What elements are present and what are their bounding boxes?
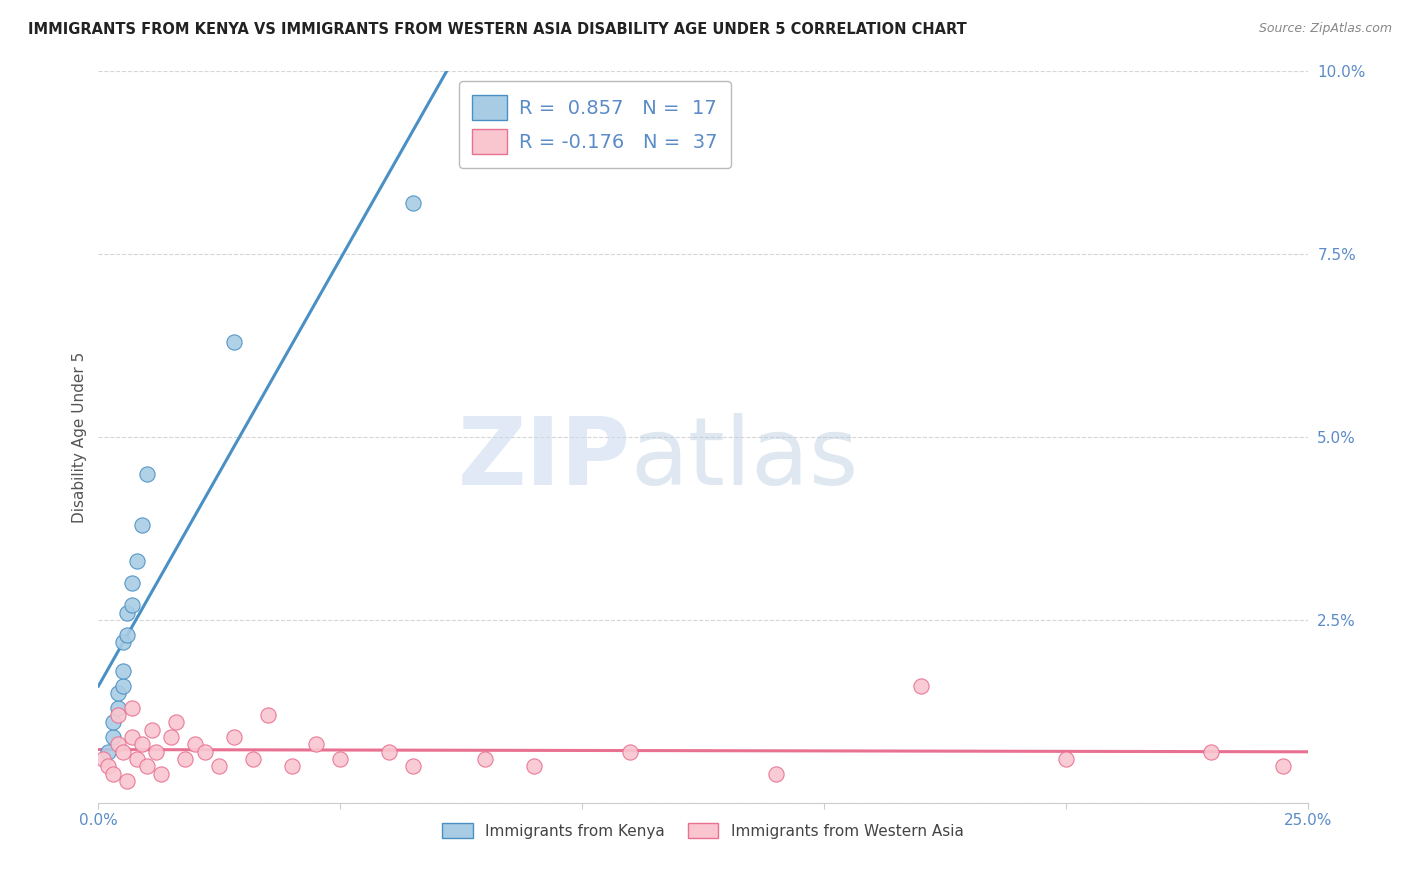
Point — [1054, 752, 1077, 766]
Point — [1199, 745, 1222, 759]
Text: IMMIGRANTS FROM KENYA VS IMMIGRANTS FROM WESTERN ASIA DISABILITY AGE UNDER 5 COR: IMMIGRANTS FROM KENYA VS IMMIGRANTS FROM… — [28, 22, 967, 37]
Point — [107, 686, 129, 700]
Point — [242, 752, 264, 766]
Point — [117, 606, 139, 620]
Point — [377, 745, 399, 759]
Point — [402, 196, 425, 211]
Y-axis label: Disability Age Under 5: Disability Age Under 5 — [72, 351, 87, 523]
Point — [619, 745, 641, 759]
Point — [281, 759, 304, 773]
Point — [127, 752, 149, 766]
Point — [765, 766, 787, 780]
Point — [523, 759, 546, 773]
Point — [97, 759, 120, 773]
Point — [150, 766, 173, 780]
Point — [101, 730, 124, 744]
Point — [165, 715, 187, 730]
Point — [121, 730, 143, 744]
Text: Source: ZipAtlas.com: Source: ZipAtlas.com — [1258, 22, 1392, 36]
Point — [174, 752, 197, 766]
Point — [474, 752, 496, 766]
Point — [97, 745, 120, 759]
Point — [160, 730, 183, 744]
Point — [121, 700, 143, 714]
Legend: Immigrants from Kenya, Immigrants from Western Asia: Immigrants from Kenya, Immigrants from W… — [434, 815, 972, 847]
Point — [121, 576, 143, 591]
Point — [111, 664, 134, 678]
Point — [1272, 759, 1295, 773]
Point — [117, 627, 139, 641]
Point — [131, 737, 153, 751]
Point — [107, 708, 129, 723]
Point — [117, 773, 139, 788]
Point — [111, 635, 134, 649]
Point — [121, 599, 143, 613]
Point — [402, 759, 425, 773]
Point — [107, 737, 129, 751]
Point — [329, 752, 352, 766]
Point — [135, 759, 157, 773]
Point — [101, 715, 124, 730]
Point — [222, 334, 245, 349]
Point — [135, 467, 157, 481]
Point — [101, 766, 124, 780]
Point — [111, 745, 134, 759]
Point — [91, 752, 114, 766]
Point — [107, 700, 129, 714]
Point — [141, 723, 163, 737]
Point — [208, 759, 231, 773]
Point — [131, 517, 153, 532]
Point — [111, 679, 134, 693]
Point — [910, 679, 932, 693]
Point — [184, 737, 207, 751]
Point — [222, 730, 245, 744]
Point — [256, 708, 278, 723]
Text: atlas: atlas — [630, 413, 859, 505]
Point — [127, 554, 149, 568]
Point — [194, 745, 217, 759]
Point — [305, 737, 328, 751]
Point — [145, 745, 167, 759]
Text: ZIP: ZIP — [457, 413, 630, 505]
